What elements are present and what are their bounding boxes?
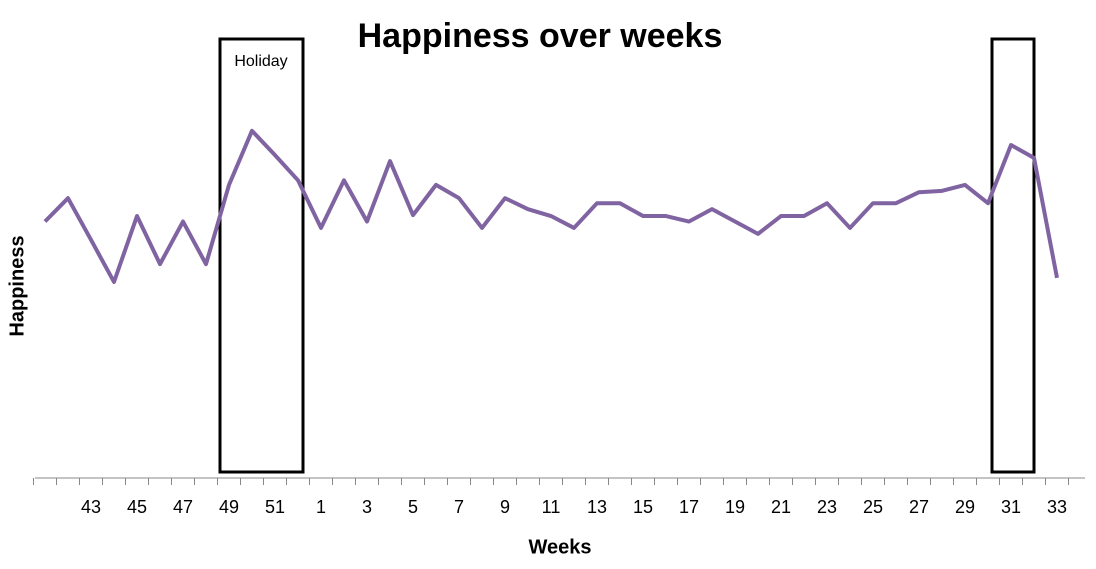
x-tick-label: 15 xyxy=(633,497,653,517)
y-axis-label: Happiness xyxy=(6,235,28,336)
x-tick-label: 5 xyxy=(408,497,418,517)
data-line xyxy=(43,128,1059,284)
highlight-box xyxy=(990,37,1036,474)
x-tick-label: 25 xyxy=(863,497,883,517)
x-tick-label: 23 xyxy=(817,497,837,517)
chart-title: Happiness over weeks xyxy=(358,17,723,55)
x-tick-label: 33 xyxy=(1047,497,1067,517)
x-tick-label: 13 xyxy=(587,497,607,517)
x-tick-label: 21 xyxy=(771,497,791,517)
x-axis-label: Weeks xyxy=(528,536,591,558)
x-tick-label: 29 xyxy=(955,497,975,517)
x-tick-label: 31 xyxy=(1001,497,1021,517)
x-tick-label: 17 xyxy=(679,497,699,517)
annotation: Holiday xyxy=(234,53,287,70)
x-tick-label: 43 xyxy=(81,497,101,517)
holiday-box xyxy=(218,37,305,474)
x-tick-label: 11 xyxy=(542,497,561,517)
x-tick-label: 49 xyxy=(219,497,239,517)
x-tick-label: 47 xyxy=(173,497,193,517)
x-tick-label: 45 xyxy=(127,497,147,517)
x-tick-label: 7 xyxy=(454,497,464,517)
x-tick-label: 9 xyxy=(500,497,510,517)
x-tick-label: 19 xyxy=(725,497,745,517)
x-tick-label: 27 xyxy=(909,497,929,517)
x-tick-label: 1 xyxy=(316,497,326,517)
x-tick-label: 51 xyxy=(265,497,285,517)
x-tick-label: 3 xyxy=(362,497,372,517)
